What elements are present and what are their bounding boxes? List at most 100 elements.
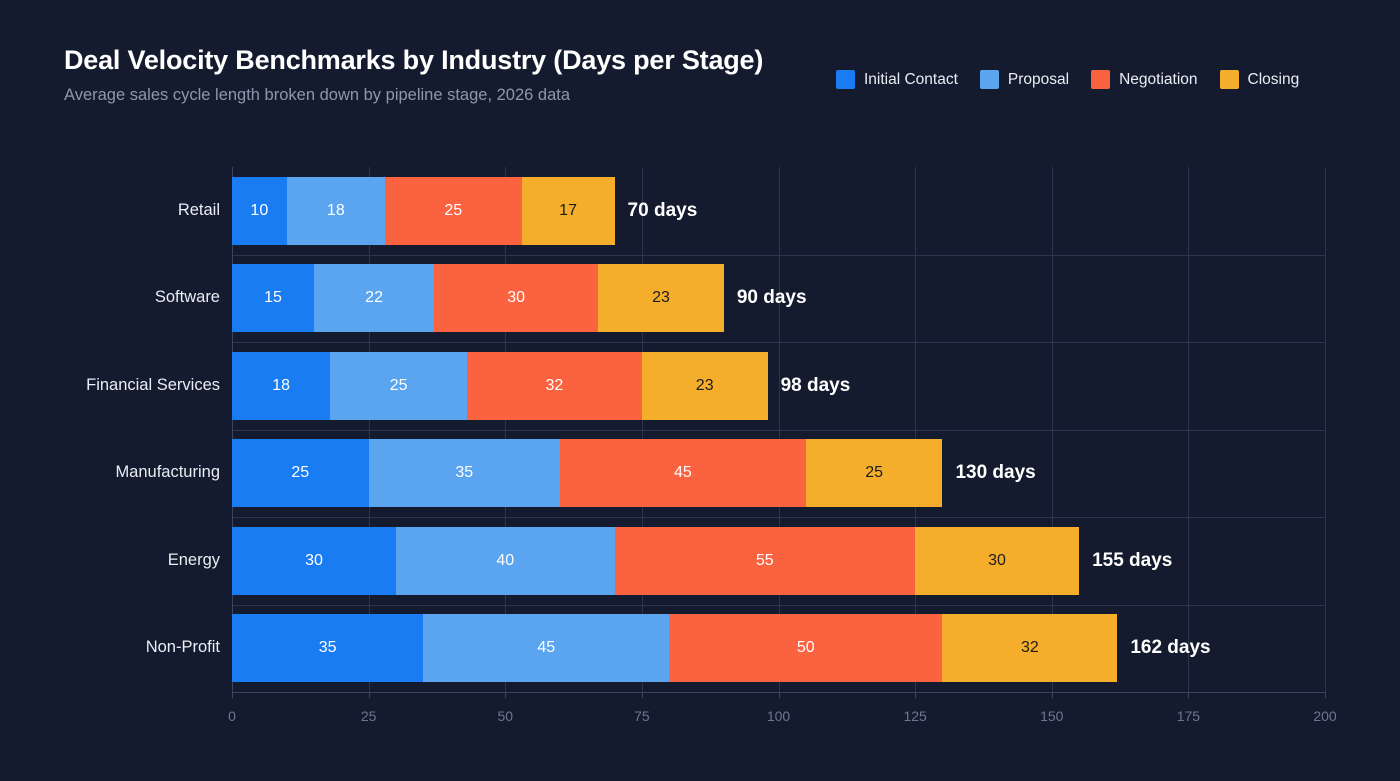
bar-segment-value: 23 xyxy=(695,376,714,394)
bar-segment-value: 22 xyxy=(365,289,383,307)
x-axis-tick-label: 200 xyxy=(1313,708,1337,724)
x-axis-tick xyxy=(641,692,643,698)
x-axis-tick xyxy=(915,692,917,698)
bar-segment-negotiation[interactable]: 55 xyxy=(614,526,916,595)
legend-item-closing[interactable]: Closing xyxy=(1219,70,1300,89)
bar-segment-initial-contact[interactable]: 30 xyxy=(232,526,396,595)
bar-segment-initial-contact[interactable]: 35 xyxy=(232,614,424,683)
gridline-horizontal xyxy=(232,605,1325,606)
bar-segment-value: 25 xyxy=(444,201,463,219)
gridline-vertical xyxy=(641,167,643,692)
bar-segment-proposal[interactable]: 18 xyxy=(286,176,385,245)
category-label-retail: Retail xyxy=(177,200,220,219)
bar-segment-value: 32 xyxy=(1020,639,1039,657)
stacked-bar[interactable]: 10 18 25 17 xyxy=(232,176,615,245)
bar-segment-value: 10 xyxy=(250,201,269,219)
bar-segment-value: 30 xyxy=(305,551,323,569)
bar-segment-value: 17 xyxy=(559,201,577,219)
bar-segment-value: 18 xyxy=(326,201,345,219)
bar-segment-value: 15 xyxy=(264,289,282,307)
gridline-vertical xyxy=(505,167,507,692)
bar-segment-value: 32 xyxy=(545,376,564,394)
chart-row: Financial Services 18 25 32 23 98 days xyxy=(0,351,1400,420)
bar-total-label: 162 days xyxy=(1130,637,1211,659)
bar-segment-value: 18 xyxy=(272,376,291,394)
chart-row: Retail 10 18 25 17 70 days xyxy=(0,176,1400,245)
stacked-bar[interactable]: 18 25 32 23 xyxy=(232,351,768,420)
plot-area xyxy=(232,167,1326,692)
x-axis-tick xyxy=(232,692,233,698)
bar-segment-value: 35 xyxy=(318,639,337,657)
bar-segment-proposal[interactable]: 25 xyxy=(330,351,467,420)
bar-segment-negotiation[interactable]: 45 xyxy=(559,439,806,508)
legend-item-proposal[interactable]: Proposal xyxy=(979,70,1070,89)
stacked-bar[interactable]: 35 45 50 32 xyxy=(232,614,1118,683)
bar-segment-value: 30 xyxy=(507,289,526,307)
bar-segment-initial-contact[interactable]: 10 xyxy=(232,176,287,245)
bar-total-label: 70 days xyxy=(627,199,698,221)
bar-segment-value: 25 xyxy=(389,376,408,394)
bar-total-label: 90 days xyxy=(736,287,807,309)
bar-segment-negotiation[interactable]: 32 xyxy=(466,351,642,420)
bar-segment-value: 25 xyxy=(291,464,310,482)
bar-segment-closing[interactable]: 32 xyxy=(942,614,1118,683)
bar-segment-closing[interactable]: 25 xyxy=(805,439,943,508)
bar-segment-closing[interactable]: 23 xyxy=(641,351,768,420)
bar-segment-closing[interactable]: 17 xyxy=(521,176,615,245)
x-axis-tick-label: 150 xyxy=(1040,708,1064,724)
title-block: Deal Velocity Benchmarks by Industry (Da… xyxy=(64,45,763,105)
chart-row: Energy 30 40 55 30 155 days xyxy=(0,526,1400,595)
chart-header: Deal Velocity Benchmarks by Industry (Da… xyxy=(0,0,1400,150)
x-axis-tick-label: 100 xyxy=(766,708,791,724)
gridline-vertical xyxy=(915,167,917,692)
chart-row: Software 15 22 30 23 90 days xyxy=(0,264,1400,333)
category-label-software: Software xyxy=(154,288,220,307)
x-axis-tick xyxy=(1188,692,1190,698)
bar-segment-value: 25 xyxy=(865,464,884,482)
bar-total-label: 130 days xyxy=(955,462,1036,484)
gridline-horizontal xyxy=(232,255,1325,256)
legend-swatch-icon xyxy=(836,70,855,89)
stacked-bar[interactable]: 25 35 45 25 xyxy=(232,439,943,508)
page-title: Deal Velocity Benchmarks by Industry (Da… xyxy=(64,45,764,75)
legend-label: Negotiation xyxy=(1119,70,1198,88)
bar-segment-negotiation[interactable]: 50 xyxy=(669,614,943,683)
bar-segment-proposal[interactable]: 40 xyxy=(395,526,615,595)
legend-item-negotiation[interactable]: Negotiation xyxy=(1091,70,1198,89)
bar-segment-closing[interactable]: 23 xyxy=(598,264,724,333)
y-axis-line xyxy=(232,167,233,692)
chart-row: Non-Profit 35 45 50 32 162 days xyxy=(0,614,1400,683)
bar-segment-value: 23 xyxy=(652,289,670,307)
stacked-bar[interactable]: 15 22 30 23 xyxy=(232,264,724,333)
x-axis-tick xyxy=(778,692,780,698)
bar-segment-proposal[interactable]: 22 xyxy=(313,264,435,333)
category-label-energy: Energy xyxy=(167,550,220,569)
legend-label: Closing xyxy=(1247,70,1300,88)
bar-total-label: 98 days xyxy=(780,374,851,396)
bar-segment-initial-contact[interactable]: 18 xyxy=(232,351,331,420)
x-axis-tick-label: 50 xyxy=(497,708,514,724)
bar-segment-negotiation[interactable]: 25 xyxy=(385,176,522,245)
bar-segment-initial-contact[interactable]: 15 xyxy=(232,264,314,333)
bar-segment-value: 55 xyxy=(755,551,774,569)
bar-segment-proposal[interactable]: 45 xyxy=(423,614,670,683)
legend-item-initial-contact[interactable]: Initial Contact xyxy=(836,70,958,89)
chart-legend: Initial Contact Proposal Negotiation Closin… xyxy=(836,70,1299,89)
bar-segment-value: 45 xyxy=(673,464,692,482)
bar-segment-negotiation[interactable]: 30 xyxy=(434,264,599,333)
x-axis-tick-label: 125 xyxy=(903,708,927,724)
x-axis-tick-label: 0 xyxy=(228,708,236,724)
x-axis-tick xyxy=(368,692,370,698)
bar-segment-proposal[interactable]: 35 xyxy=(368,439,560,508)
stacked-bar[interactable]: 30 40 55 30 xyxy=(232,526,1080,595)
bar-segment-closing[interactable]: 30 xyxy=(915,526,1080,595)
legend-label: Proposal xyxy=(1007,70,1070,88)
bar-segment-value: 35 xyxy=(455,464,474,482)
x-axis-tick-label: 175 xyxy=(1176,708,1201,724)
gridline-horizontal xyxy=(232,517,1325,518)
bar-segment-initial-contact[interactable]: 25 xyxy=(232,439,369,508)
bar-segment-value: 30 xyxy=(988,551,1006,569)
gridline-vertical xyxy=(368,167,370,692)
bar-segment-value: 50 xyxy=(796,639,815,657)
